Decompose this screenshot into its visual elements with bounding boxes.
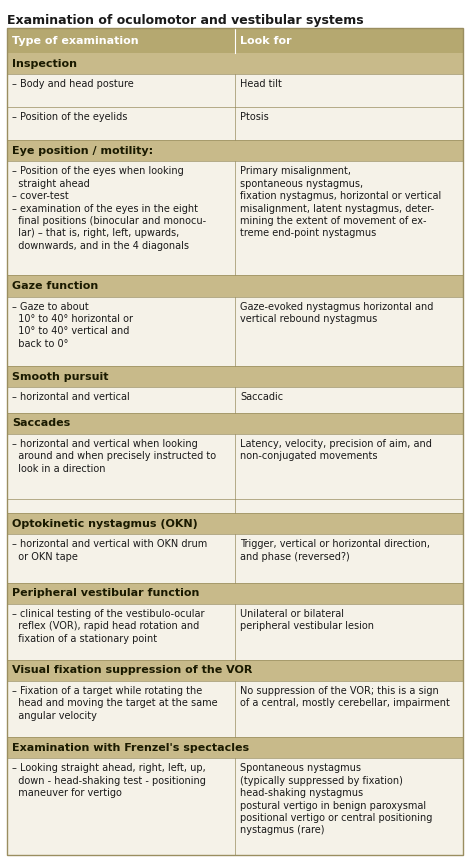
Bar [7, 54, 463, 74]
Text: – Position of the eyes when looking
  straight ahead
– cover-test
– examination : – Position of the eyes when looking stra… [12, 167, 206, 251]
Text: – horizontal and vertical with OKN drum
  or OKN tape: – horizontal and vertical with OKN drum … [12, 539, 207, 562]
Text: Examination of oculomotor and vestibular systems: Examination of oculomotor and vestibular… [7, 14, 364, 27]
Text: – Looking straight ahead, right, left, up,
  down - head-shaking test - position: – Looking straight ahead, right, left, u… [12, 764, 206, 798]
Text: Visual fixation suppression of the VOR: Visual fixation suppression of the VOR [12, 665, 252, 676]
Bar [7, 604, 463, 660]
Bar [7, 28, 463, 54]
Bar [7, 660, 463, 681]
Text: Eye position / motility:: Eye position / motility: [12, 146, 153, 155]
Text: Head tilt: Head tilt [240, 79, 282, 90]
Text: Examination with Frenzel's spectacles: Examination with Frenzel's spectacles [12, 743, 249, 753]
Text: Gaze function: Gaze function [12, 281, 98, 291]
Text: – horizontal and vertical: – horizontal and vertical [12, 393, 130, 402]
Text: No suppression of the VOR; this is a sign
of a central, mostly cerebellar, impai: No suppression of the VOR; this is a sig… [240, 686, 450, 709]
Bar [7, 297, 463, 366]
Bar [7, 583, 463, 604]
Text: Saccadic: Saccadic [240, 393, 283, 402]
Text: Gaze-evoked nystagmus horizontal and
vertical rebound nystagmus: Gaze-evoked nystagmus horizontal and ver… [240, 301, 433, 324]
Bar [7, 366, 463, 387]
Text: – horizontal and vertical when looking
  around and when precisely instructed to: – horizontal and vertical when looking a… [12, 438, 216, 474]
Text: Type of examination: Type of examination [12, 35, 138, 46]
Bar [7, 500, 463, 513]
Bar [7, 513, 463, 534]
Text: Ptosis: Ptosis [240, 112, 269, 123]
Text: Unilateral or bilateral
peripheral vestibular lesion: Unilateral or bilateral peripheral vesti… [240, 608, 374, 631]
Text: Look for: Look for [240, 35, 292, 46]
Bar [7, 140, 463, 161]
Bar [7, 759, 463, 855]
Text: Primary misalignment,
spontaneous nystagmus,
fixation nystagmus, horizontal or v: Primary misalignment, spontaneous nystag… [240, 167, 441, 238]
Text: Saccades: Saccades [12, 419, 70, 428]
Text: Smooth pursuit: Smooth pursuit [12, 372, 109, 381]
Text: – Body and head posture: – Body and head posture [12, 79, 134, 90]
Text: Spontaneous nystagmus
(typically suppressed by fixation)
head-shaking nystagmus
: Spontaneous nystagmus (typically suppres… [240, 764, 432, 835]
Text: Latency, velocity, precision of aim, and
non-conjugated movements: Latency, velocity, precision of aim, and… [240, 438, 432, 461]
Bar [7, 534, 463, 583]
Text: Optokinetic nystagmus (OKN): Optokinetic nystagmus (OKN) [12, 519, 198, 529]
Bar [7, 737, 463, 759]
Bar [7, 107, 463, 140]
Bar [7, 387, 463, 413]
Text: – clinical testing of the vestibulo-ocular
  reflex (VOR), rapid head rotation a: – clinical testing of the vestibulo-ocul… [12, 608, 204, 644]
Text: Trigger, vertical or horizontal direction,
and phase (reversed?): Trigger, vertical or horizontal directio… [240, 539, 430, 562]
Bar [7, 434, 463, 500]
Bar [7, 681, 463, 737]
Bar [7, 74, 463, 107]
Text: – Gaze to about
  10° to 40° horizontal or
  10° to 40° vertical and
  back to 0: – Gaze to about 10° to 40° horizontal or… [12, 301, 133, 349]
Text: – Position of the eyelids: – Position of the eyelids [12, 112, 128, 123]
Bar [7, 413, 463, 434]
Bar [7, 161, 463, 275]
Bar [7, 275, 463, 297]
Text: Peripheral vestibular function: Peripheral vestibular function [12, 589, 200, 598]
Text: – Fixation of a target while rotating the
  head and moving the target at the sa: – Fixation of a target while rotating th… [12, 686, 218, 721]
Text: Inspection: Inspection [12, 59, 77, 69]
